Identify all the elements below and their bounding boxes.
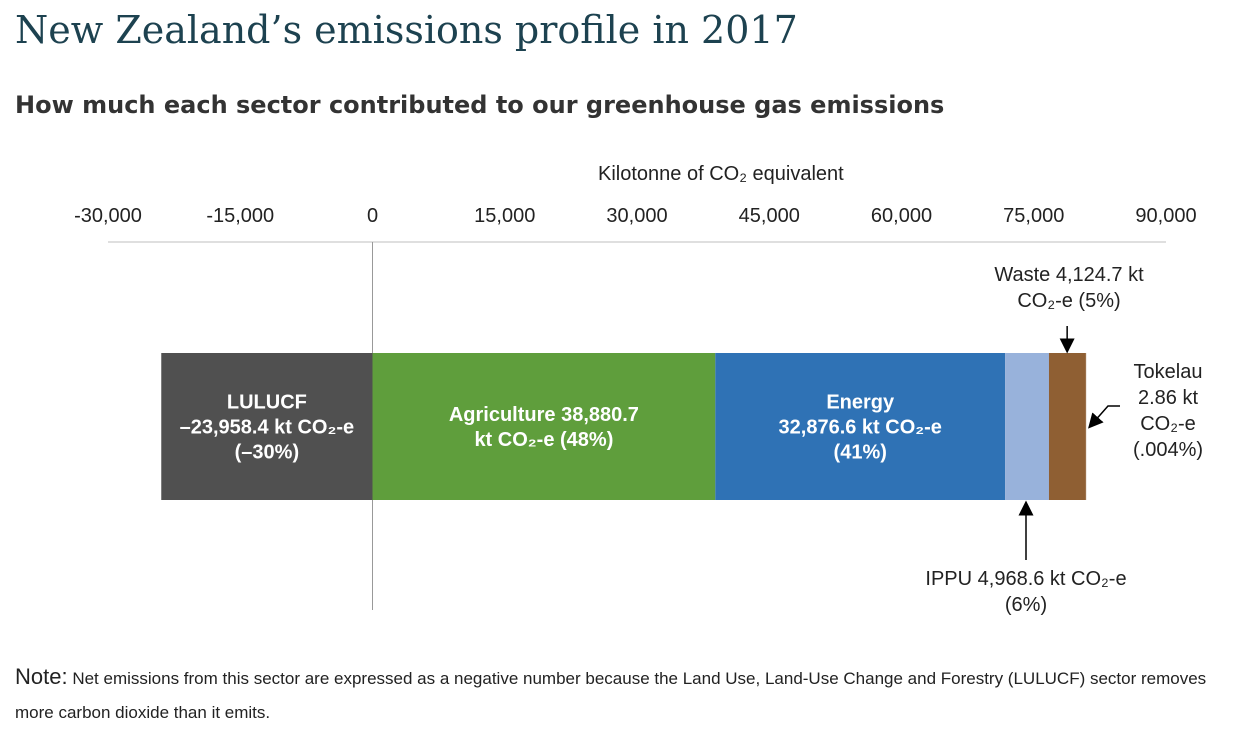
x-tick-label: -15,000	[206, 205, 274, 227]
bar-lulucf	[161, 353, 373, 500]
arrow-tokelau	[1088, 405, 1120, 429]
data-label-energy: Energy	[826, 392, 895, 414]
data-label-tokelau: 2.86 kt	[1138, 387, 1198, 409]
data-label-tokelau: (.004%)	[1133, 439, 1203, 461]
bar-energy	[715, 353, 1006, 500]
x-tick-label: 90,000	[1135, 205, 1196, 227]
data-label-energy: 32,876.6 kt CO₂-e	[779, 417, 942, 439]
bar-waste	[1048, 353, 1086, 500]
x-tick-label: 0	[367, 205, 378, 227]
x-tick-label: 75,000	[1003, 205, 1064, 227]
data-label-tokelau: Tokelau	[1134, 361, 1203, 383]
data-label-waste: CO₂-e (5%)	[1017, 290, 1120, 312]
bar-ippu	[1005, 353, 1049, 500]
data-label-lulucf: –23,958.4 kt CO₂-e	[180, 417, 355, 439]
data-label-lulucf: LULUCF	[227, 392, 307, 414]
data-label-waste: Waste 4,124.7 kt	[994, 264, 1144, 286]
note-label: Note:	[15, 664, 68, 689]
note-text: Net emissions from this sector are expre…	[15, 669, 1207, 722]
data-label-tokelau: CO₂-e	[1140, 413, 1196, 435]
x-tick-label: -30,000	[74, 205, 142, 227]
x-axis-title: Kilotonne of CO₂ equivalent	[598, 163, 844, 185]
data-label-lulucf: (–30%)	[235, 442, 299, 464]
data-label-agriculture: Agriculture 38,880.7	[449, 404, 639, 426]
bar-tokelau	[1085, 353, 1087, 500]
page-title: New Zealand’s emissions profile in 2017	[15, 8, 798, 52]
data-label-ippu: (6%)	[1005, 594, 1047, 616]
x-tick-label: 60,000	[871, 205, 932, 227]
x-tick-label: 45,000	[739, 205, 800, 227]
chart-note: Note: Net emissions from this sector are…	[15, 660, 1215, 730]
page-subtitle: How much each sector contributed to our …	[15, 91, 945, 119]
data-label-energy: (41%)	[834, 442, 887, 464]
data-label-agriculture: kt CO₂-e (48%)	[474, 429, 613, 451]
bar-agriculture	[372, 353, 716, 500]
x-tick-label: 30,000	[606, 205, 667, 227]
data-label-ippu: IPPU 4,968.6 kt CO₂-e	[925, 568, 1126, 590]
emissions-stacked-bar-chart: Kilotonne of CO₂ equivalent -30,000 -15,00…	[74, 163, 1203, 616]
x-tick-label: 15,000	[474, 205, 535, 227]
